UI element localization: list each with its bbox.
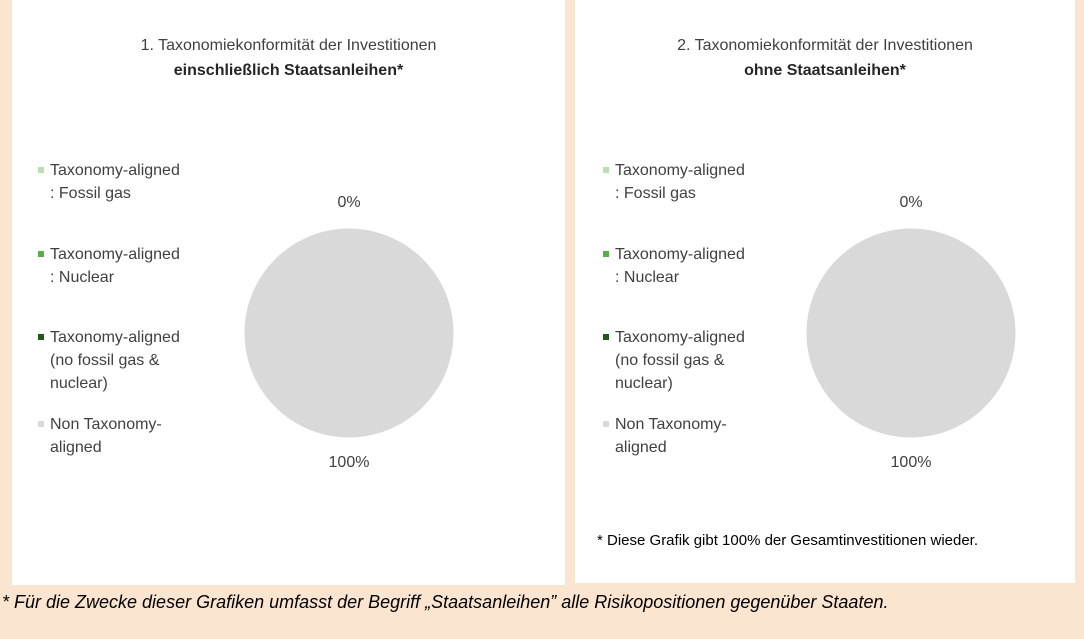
legend-entry: Taxonomy-aligned : Nuclear [603,243,745,289]
pie-chart: 0% 100% [241,194,457,471]
chart-title: 2. Taxonomiekonformität der Investitione… [575,33,1075,83]
legend-label: Taxonomy-aligned : Fossil gas [615,162,745,202]
legend-entry: Taxonomy-aligned (no fossil gas & nuclea… [38,326,180,395]
legend-swatch [38,334,44,340]
legend-entry: Non Taxonomy-aligned [603,413,745,459]
title-line: 2. Taxonomiekonformität der Investitione… [677,37,973,54]
subtitle: einschließlich Staatsanleihen* [173,62,404,79]
footnote: * Für die Zwecke dieser Grafiken umfasst… [2,592,889,612]
title-line: 1. Taxonomiekonformität der Investitione… [140,37,437,54]
data-label: 100% [891,454,932,471]
legend-swatch [603,334,609,340]
chart-panel: 1. Taxonomiekonformität der Investitione… [12,0,565,585]
data-label: 100% [329,454,370,471]
legend-swatch [38,421,44,427]
legend-entry: Taxonomy-aligned : Fossil gas [38,159,180,205]
subtitle: ohne Staatsanleihen* [744,62,906,79]
legend-label: Taxonomy-aligned (no fossil gas & nuclea… [615,329,745,392]
pie-slice [803,225,1019,441]
chart-note: * Diese Grafik gibt 100% der Gesamtinves… [597,532,979,549]
legend-entry: Taxonomy-aligned : Fossil gas [603,159,745,205]
pie-chart: 0% 100% [803,194,1019,471]
chart-title: 1. Taxonomiekonformität der Investitione… [12,33,565,83]
legend-entry: Taxonomy-aligned : Nuclear [38,243,180,289]
chart-panel: 2. Taxonomiekonformität der Investitione… [575,0,1075,583]
data-label: 0% [899,194,922,211]
legend-entry: Taxonomy-aligned (no fossil gas & nuclea… [603,326,745,395]
legend-swatch [38,251,44,257]
legend-label: Taxonomy-aligned : Fossil gas [50,162,180,202]
legend-label: Non Taxonomy-aligned [615,416,727,456]
legend-label: Taxonomy-aligned : Nuclear [50,246,180,286]
legend-label: Taxonomy-aligned : Nuclear [615,246,745,286]
legend-swatch [603,421,609,427]
legend-label: Taxonomy-aligned (no fossil gas & nuclea… [50,329,180,392]
legend-swatch [603,251,609,257]
legend-entry: Non Taxonomy-aligned [38,413,180,459]
pie-slice [241,225,457,441]
data-label: 0% [337,194,360,211]
legend-swatch [38,167,44,173]
legend-swatch [603,167,609,173]
legend-label: Non Taxonomy-aligned [50,416,162,456]
